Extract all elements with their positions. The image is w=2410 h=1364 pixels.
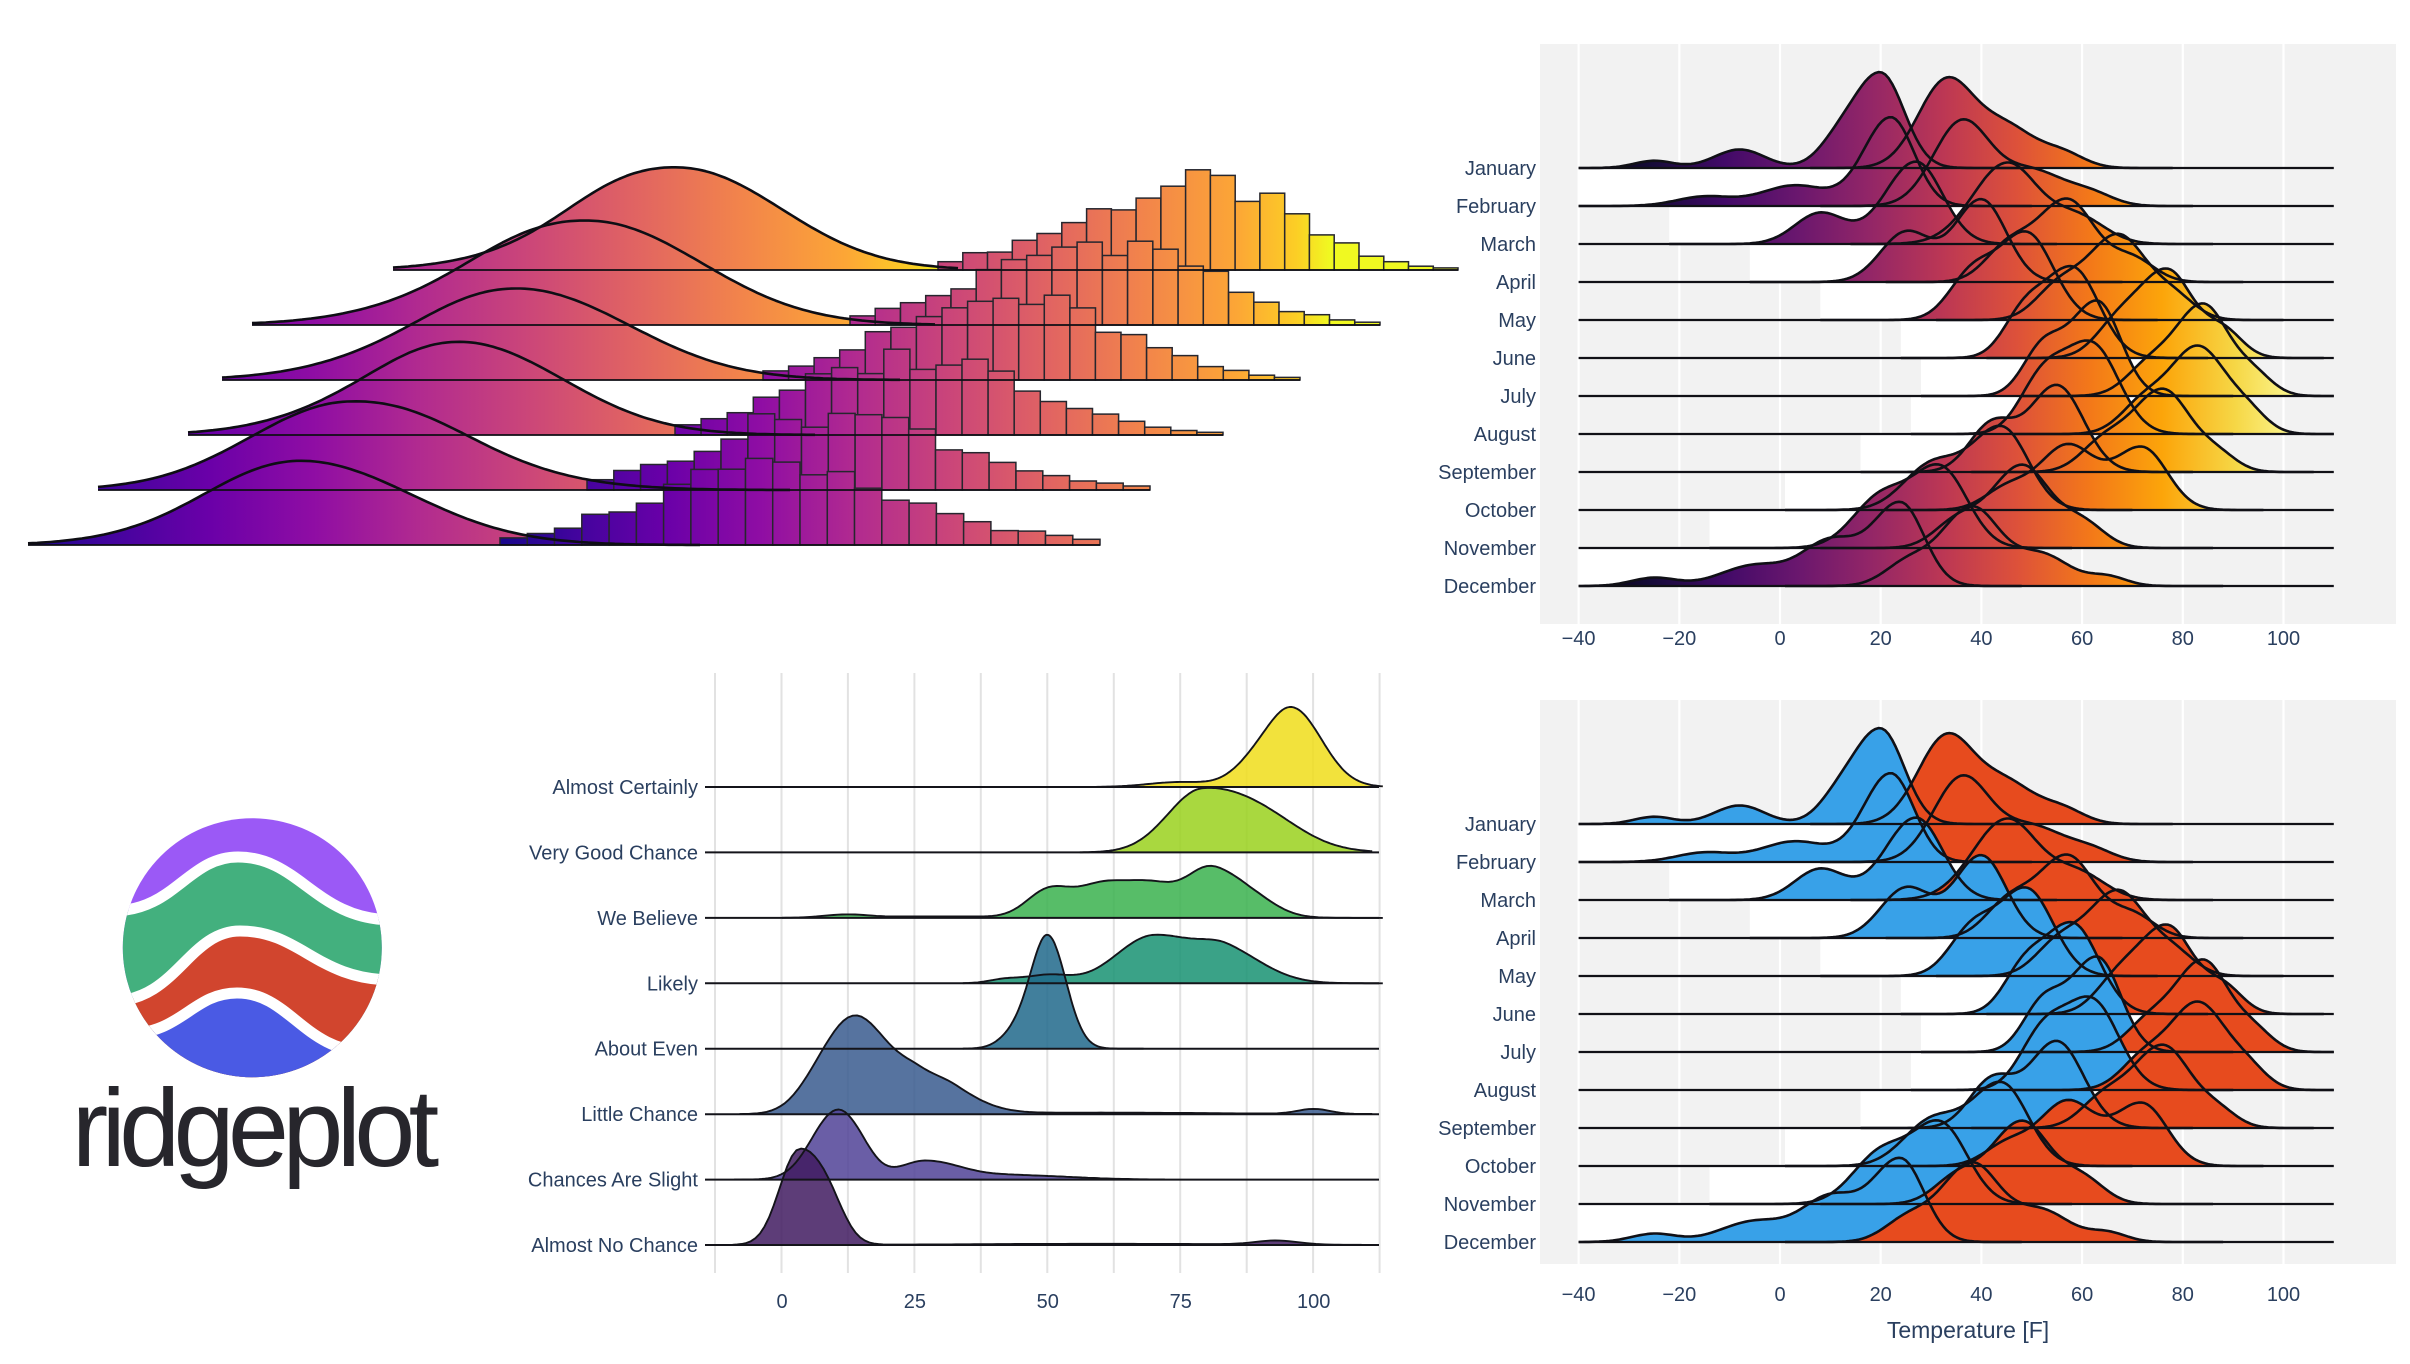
svg-text:September: September [1438, 462, 1536, 484]
svg-text:October: October [1465, 1156, 1536, 1178]
svg-text:April: April [1496, 928, 1536, 950]
svg-text:April: April [1496, 272, 1536, 294]
svg-text:September: September [1438, 1118, 1536, 1140]
svg-text:25: 25 [904, 1291, 926, 1313]
svg-text:Likely: Likely [647, 973, 698, 995]
svg-text:Little Chance: Little Chance [581, 1104, 698, 1126]
svg-text:Temperature [F]: Temperature [F] [1887, 1317, 2049, 1343]
svg-text:July: July [1500, 386, 1536, 408]
svg-text:January: January [1465, 814, 1536, 836]
svg-text:−20: −20 [1662, 628, 1696, 650]
svg-text:About Even: About Even [595, 1039, 698, 1061]
svg-text:July: July [1500, 1042, 1536, 1064]
svg-text:40: 40 [1970, 628, 1992, 650]
svg-text:0: 0 [776, 1291, 787, 1313]
svg-text:May: May [1498, 310, 1536, 332]
svg-text:October: October [1465, 500, 1536, 522]
svg-text:75: 75 [1170, 1291, 1192, 1313]
svg-text:60: 60 [2071, 628, 2093, 650]
svg-text:December: December [1444, 576, 1537, 598]
svg-text:March: March [1480, 890, 1536, 912]
svg-text:20: 20 [1870, 628, 1892, 650]
svg-text:60: 60 [2071, 1284, 2093, 1306]
svg-text:June: June [1493, 348, 1536, 370]
svg-text:ridgeplot: ridgeplot [72, 1067, 439, 1190]
svg-text:−40: −40 [1562, 628, 1596, 650]
svg-text:Almost No Chance: Almost No Chance [531, 1235, 698, 1257]
svg-text:January: January [1465, 158, 1536, 180]
svg-text:100: 100 [1297, 1291, 1330, 1313]
svg-text:80: 80 [2172, 1284, 2194, 1306]
svg-text:−20: −20 [1662, 1284, 1696, 1306]
svg-text:100: 100 [2267, 1284, 2300, 1306]
svg-text:August: August [1474, 424, 1537, 446]
svg-text:50: 50 [1037, 1291, 1059, 1313]
svg-text:80: 80 [2172, 628, 2194, 650]
svg-text:40: 40 [1970, 1284, 1992, 1306]
svg-text:20: 20 [1870, 1284, 1892, 1306]
svg-text:Chances Are Slight: Chances Are Slight [528, 1170, 699, 1192]
svg-text:−40: −40 [1562, 1284, 1596, 1306]
svg-text:November: November [1444, 538, 1537, 560]
svg-text:0: 0 [1774, 1284, 1785, 1306]
svg-text:100: 100 [2267, 628, 2300, 650]
svg-text:February: February [1456, 852, 1536, 874]
svg-text:Very Good Chance: Very Good Chance [529, 842, 698, 864]
svg-text:March: March [1480, 234, 1536, 256]
svg-text:May: May [1498, 966, 1536, 988]
svg-text:We Believe: We Believe [597, 908, 698, 930]
svg-text:0: 0 [1774, 628, 1785, 650]
svg-text:Almost Certainly: Almost Certainly [552, 777, 698, 799]
svg-text:June: June [1493, 1004, 1536, 1026]
svg-text:November: November [1444, 1194, 1537, 1216]
svg-text:February: February [1456, 196, 1536, 218]
svg-text:August: August [1474, 1080, 1537, 1102]
svg-text:December: December [1444, 1232, 1537, 1254]
